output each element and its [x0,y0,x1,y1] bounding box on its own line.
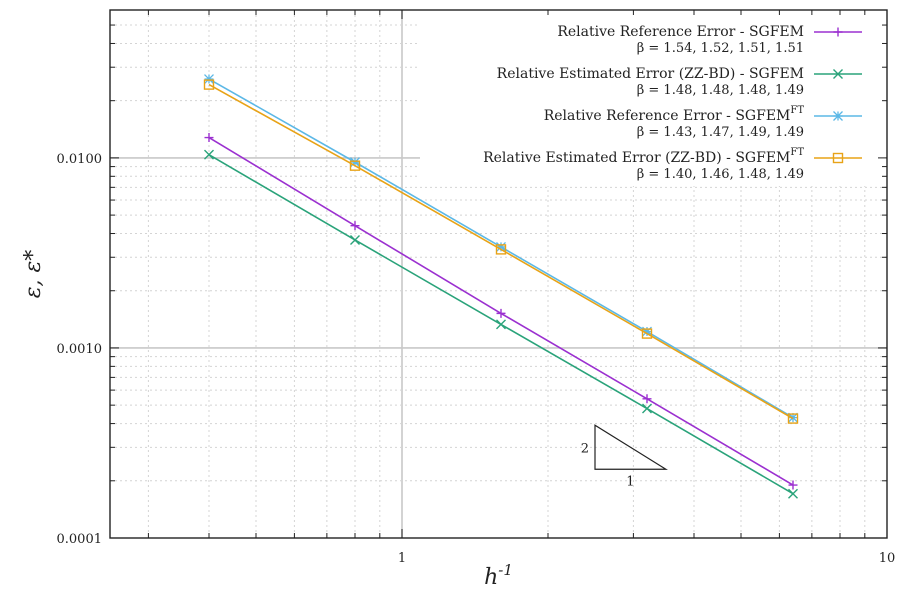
series-line [208,83,794,420]
legend-entry-3: Relative Estimated Error (ZZ-BD) - SGFEM… [483,147,862,182]
legend-marker [833,111,843,121]
data-point [495,244,507,255]
ticks [110,10,887,539]
y-axis-label: ε, ε* [21,250,46,299]
legend-beta: β = 1.54, 1.52, 1.51, 1.51 [637,41,804,56]
slope-triangle: 21 [581,424,668,489]
data-point [204,133,214,143]
legend-marker [832,152,844,164]
data-point [642,403,652,414]
data-point [204,74,214,84]
legend-beta: β = 1.48, 1.48, 1.48, 1.49 [637,83,804,98]
legend-beta: β = 1.40, 1.46, 1.48, 1.49 [637,167,804,182]
plot-frame [109,9,888,539]
legend-marker [833,27,843,37]
data-point [203,79,215,90]
grid-lines [110,10,887,538]
legend-marker [833,69,843,79]
slope-rise-label: 2 [581,441,589,456]
data-point [642,394,652,404]
legend-label: Relative Estimated Error (ZZ-BD) - SGFEM… [483,147,804,166]
x-tick-label: 10 [879,551,896,566]
legend-label: Relative Reference Error - SGFEM [557,24,804,40]
data-point [642,326,652,337]
data-point [350,234,360,245]
series-3 [203,79,799,424]
x-axis-label: h-1 [484,561,513,589]
data-point [496,319,506,330]
legend-label: Relative Estimated Error (ZZ-BD) - SGFEM [497,66,804,82]
legend-entry-1: Relative Estimated Error (ZZ-BD) - SGFEM… [497,66,862,98]
data-point [787,413,799,424]
series-1 [204,149,798,499]
data-point [496,241,506,252]
data-point [496,308,506,318]
slope-run-label: 1 [626,474,634,489]
legend-background [420,14,886,186]
data-point [349,160,361,171]
legend-label: Relative Reference Error - SGFEMFT [544,105,805,124]
y-tick-label: 0.0001 [57,532,103,547]
data-point [788,412,798,423]
series-0 [204,133,798,490]
legend-beta: β = 1.43, 1.47, 1.49, 1.49 [637,125,804,140]
y-tick-label: 0.0010 [57,342,103,357]
data-point [788,480,798,490]
y-tick-label: 0.0100 [57,152,103,167]
data-point [641,328,653,339]
series-2 [204,74,798,423]
slope-triangle-shape [594,424,668,470]
data-point [204,149,214,160]
data-point [350,157,360,168]
data-point [350,221,360,231]
x-tick-label: 1 [398,551,406,566]
data-point [788,488,798,499]
